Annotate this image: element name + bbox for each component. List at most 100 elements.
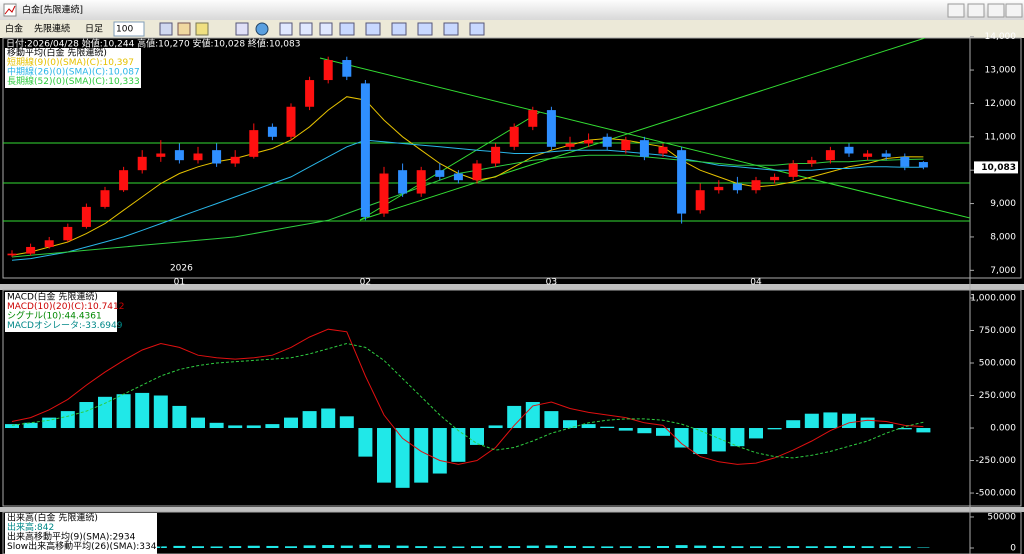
- candle-body: [398, 170, 408, 194]
- oscillator-bar: [191, 417, 205, 429]
- volume-bar: [917, 547, 930, 548]
- oscillator-bar: [116, 394, 131, 429]
- volume-bar: [210, 546, 223, 548]
- volume-bar: [526, 545, 539, 548]
- volume-bar: [898, 546, 911, 548]
- close-button[interactable]: [1005, 3, 1023, 18]
- drawn-lines: [3, 38, 970, 222]
- splitter[interactable]: [0, 507, 1024, 512]
- candle-body: [844, 146, 854, 154]
- y-tick-label: -500.000: [976, 489, 1017, 499]
- y-tick-label: 12,000: [985, 99, 1017, 109]
- candle-body: [714, 186, 724, 191]
- period-menu[interactable]: 日足: [85, 24, 103, 35]
- title-bar: [0, 0, 1024, 20]
- candle-body: [584, 140, 594, 144]
- tool-icon[interactable]: [339, 22, 355, 36]
- legend-entry: 短期線(9)(0)(SMA)(C):10,397: [7, 56, 134, 68]
- oscillator-bar: [265, 424, 280, 429]
- legend-title: 移動平均(白金 先限連続): [7, 47, 107, 59]
- minimize-button[interactable]: [967, 3, 985, 18]
- volume-bar: [750, 546, 762, 548]
- oscillator-bar: [525, 402, 540, 429]
- overlays: 日付:2026/04/28 始値:10,244 高値:10,270 安値:10,…: [6, 38, 300, 553]
- volume-bar: [229, 546, 242, 548]
- oscillator-bar: [730, 428, 745, 447]
- maximize-button[interactable]: [987, 3, 1005, 18]
- candle-body: [658, 146, 668, 154]
- ma-line: [11, 139, 924, 261]
- oscillator-bar: [823, 412, 838, 429]
- oscillator-bar: [60, 411, 75, 429]
- volume-bar: [396, 545, 409, 548]
- last-price-label: 10,083: [981, 163, 1016, 173]
- oscillator-bar: [637, 428, 652, 434]
- x-tick-label: 04: [750, 278, 762, 288]
- volume-legend-box: [5, 513, 157, 554]
- tool-icon[interactable]: [417, 22, 433, 36]
- tool-icon[interactable]: [177, 22, 191, 36]
- volume-bar: [601, 546, 614, 548]
- oscillator-bar: [395, 428, 410, 488]
- tool-icon[interactable]: [279, 22, 293, 36]
- legend-entry: Slow出来高移動平均(26)(SMA):3349: [7, 540, 162, 552]
- candle-body: [751, 180, 761, 191]
- candle-body: [100, 190, 110, 207]
- oscillator-bar: [488, 425, 503, 429]
- contract-menu[interactable]: 先限連続: [34, 23, 70, 35]
- candle-body: [305, 80, 315, 107]
- candle-body: [379, 173, 389, 214]
- tool-icon[interactable]: [159, 22, 173, 36]
- count-input[interactable]: [113, 21, 145, 37]
- y-tick-label: 8,000: [990, 232, 1016, 242]
- toolbar: [0, 20, 1024, 38]
- restore-button[interactable]: [947, 3, 965, 18]
- tool-icon[interactable]: [255, 22, 269, 36]
- candle-body: [918, 162, 928, 168]
- splitter[interactable]: [0, 284, 1024, 290]
- oscillator-bar: [674, 428, 689, 448]
- oscillator-bar: [897, 428, 912, 430]
- tool-icon[interactable]: [365, 22, 381, 36]
- candle-body: [286, 106, 296, 137]
- y-tick-label: 14,000: [985, 32, 1017, 42]
- tool-icon[interactable]: [319, 22, 333, 36]
- toolbar-icons: [159, 22, 485, 36]
- volume-bar: [545, 545, 558, 548]
- candle-body: [602, 136, 612, 147]
- oscillator-bar: [321, 408, 336, 429]
- tool-icon[interactable]: [469, 22, 485, 36]
- ma-legend-box: [5, 48, 141, 88]
- y-tick-label: 9,000: [990, 199, 1016, 209]
- volume-bar: [508, 546, 521, 548]
- y-tick-label: 7,000: [990, 266, 1016, 276]
- volume-bar: [675, 545, 688, 548]
- tool-icon[interactable]: [235, 22, 249, 36]
- y-tick-label: 1,000.000: [970, 293, 1016, 303]
- volume-bar: [843, 545, 855, 548]
- volume-bar: [415, 546, 428, 548]
- volume-bar: [433, 546, 446, 548]
- volume-bar: [694, 545, 707, 548]
- volume-bar: [712, 545, 725, 548]
- tool-icon[interactable]: [195, 22, 209, 36]
- oscillator-bar: [804, 413, 819, 429]
- symbol-menu[interactable]: 白金: [5, 23, 23, 35]
- volume-bar: [340, 545, 353, 548]
- candle-body: [230, 156, 240, 164]
- tool-icon[interactable]: [443, 22, 459, 36]
- tool-icon[interactable]: [299, 22, 313, 36]
- volume-bar: [322, 545, 335, 548]
- candle-body: [119, 170, 129, 191]
- oscillator-bar: [451, 428, 466, 462]
- volume-bar: [731, 546, 744, 548]
- tool-icon[interactable]: [391, 22, 407, 36]
- candle-body: [156, 153, 166, 157]
- oscillator-bar: [507, 405, 522, 429]
- volume-bar: [378, 545, 390, 548]
- oscillator-bar: [879, 424, 894, 429]
- oscillator-bar: [432, 428, 447, 474]
- candle-body: [491, 146, 501, 164]
- candle-body: [788, 163, 798, 177]
- volume-bar: [805, 546, 818, 548]
